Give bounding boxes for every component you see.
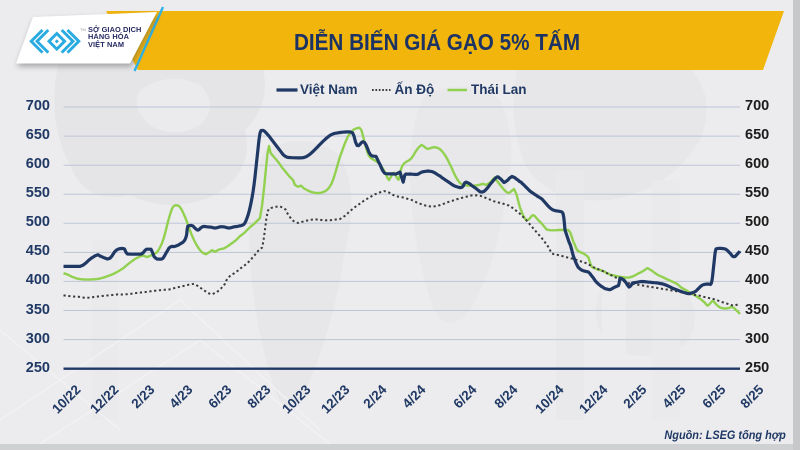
svg-text:TM: TM <box>80 27 86 32</box>
